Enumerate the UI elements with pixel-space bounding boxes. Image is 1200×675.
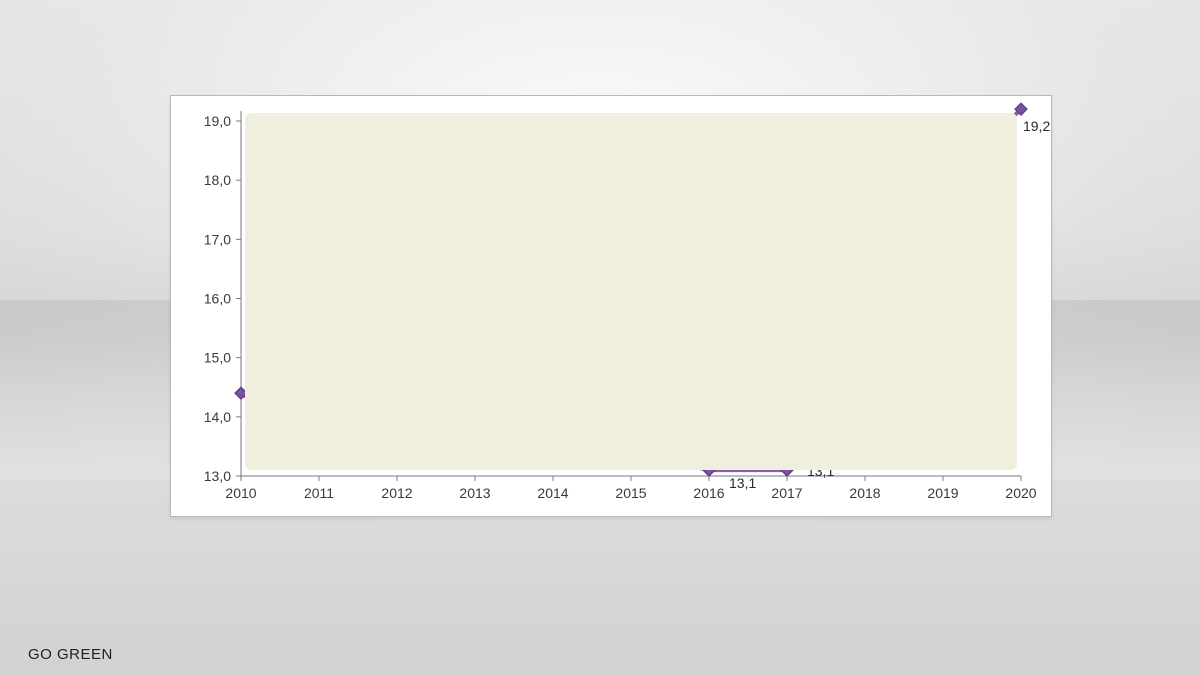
x-tick-label: 2014 xyxy=(537,485,568,501)
x-tick-label: 2017 xyxy=(771,485,802,501)
x-tick-label: 2019 xyxy=(927,485,958,501)
plot-background xyxy=(245,113,1017,470)
y-tick-label: 15,0 xyxy=(204,350,231,366)
x-tick-label: 2011 xyxy=(304,485,334,501)
footer-text: GO GREEN xyxy=(28,646,113,663)
x-tick-label: 2020 xyxy=(1005,485,1036,501)
x-tick-label: 2018 xyxy=(849,485,880,501)
x-tick-label: 2016 xyxy=(693,485,724,501)
y-tick-label: 17,0 xyxy=(204,231,231,247)
y-tick-label: 16,0 xyxy=(204,291,231,307)
x-tick-label: 2013 xyxy=(459,485,490,501)
y-tick-label: 19,0 xyxy=(204,113,231,129)
y-tick-label: 14,0 xyxy=(204,409,231,425)
y-tick-label: 13,0 xyxy=(204,468,231,484)
data-point-label: 13,1 xyxy=(729,475,756,491)
y-tick-label: 18,0 xyxy=(204,172,231,188)
x-tick-label: 2015 xyxy=(615,485,646,501)
x-tick-label: 2012 xyxy=(381,485,412,501)
chart-container: 13,0 14,0 15,0 16,0 17,0 18,0 19,0 2010 2011 2012… xyxy=(170,95,1052,517)
data-point-label: 19,2 xyxy=(1023,118,1050,134)
x-tick-label: 2010 xyxy=(225,485,256,501)
